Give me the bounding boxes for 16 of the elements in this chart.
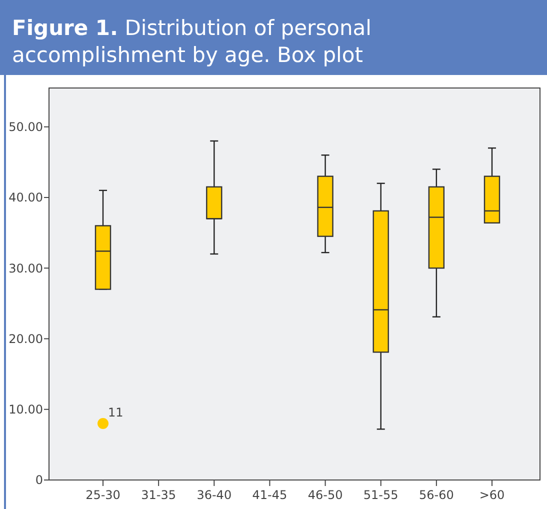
annotation: 11 bbox=[108, 405, 124, 420]
x-tick-label: 25-30 bbox=[86, 488, 120, 502]
x-tick-label: 36-40 bbox=[196, 488, 232, 502]
x-tick-label: 41-45 bbox=[252, 488, 288, 502]
y-tick-label: 10.00 bbox=[8, 402, 43, 417]
chart-title: Figure 1. Distribution of personal accomplishment by age. Box plot bbox=[12, 16, 372, 67]
x-tick-label: >60 bbox=[479, 488, 505, 502]
y-tick-label: 40.00 bbox=[8, 190, 43, 205]
x-tick-label: 31-35 bbox=[141, 488, 176, 502]
y-tick-label: 50.00 bbox=[8, 120, 43, 134]
x-tick-label: 51-55 bbox=[363, 488, 398, 502]
y-tick-label: 0 bbox=[35, 473, 43, 488]
x-tick-label: 56-60 bbox=[418, 488, 454, 502]
y-tick-label: 30.00 bbox=[8, 261, 43, 276]
x-tick-label: 46-50 bbox=[308, 488, 343, 502]
y-tick-label: 20.00 bbox=[8, 332, 43, 346]
